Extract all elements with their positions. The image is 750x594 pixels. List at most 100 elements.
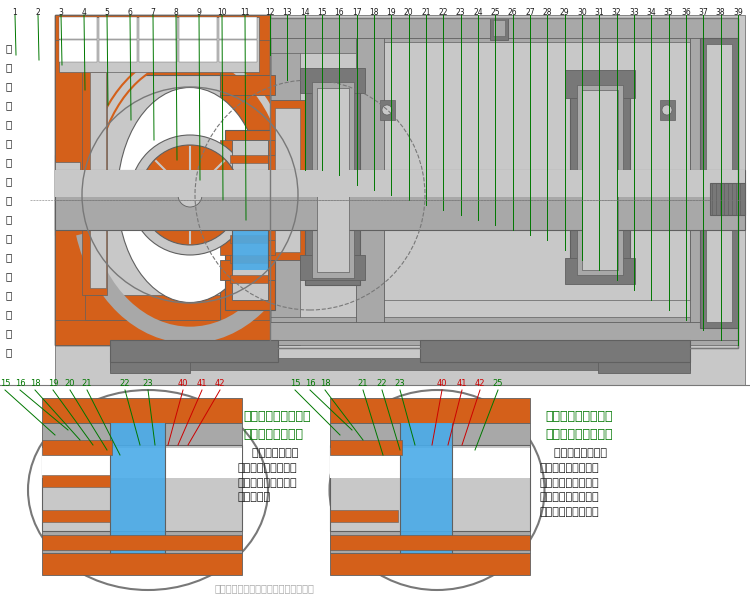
Text: 21: 21	[82, 379, 92, 388]
Text: 14: 14	[300, 8, 310, 17]
Text: 28: 28	[542, 8, 552, 17]
Text: 25: 25	[490, 8, 500, 17]
Text: 33: 33	[629, 8, 639, 17]
Bar	[220, 75, 275, 95]
Bar	[130, 15, 220, 75]
Bar	[82, 65, 107, 295]
Bar	[577, 85, 623, 275]
Bar	[493, 20, 505, 36]
Bar	[270, 25, 738, 53]
Text: 25: 25	[493, 379, 503, 388]
Bar	[55, 15, 270, 40]
Ellipse shape	[28, 390, 268, 590]
Bar	[275, 108, 300, 252]
Text: 40: 40	[178, 379, 188, 388]
Text: 16: 16	[334, 8, 344, 17]
Bar	[230, 275, 268, 283]
Text: 减: 减	[6, 62, 12, 72]
Circle shape	[178, 183, 202, 207]
Bar	[179, 17, 217, 39]
Text: 22: 22	[120, 379, 130, 388]
Text: 42: 42	[475, 379, 485, 388]
Text: 21: 21	[422, 8, 430, 17]
Text: 带减压副叶轮、带冷
却水的密封结构图: 带减压副叶轮、带冷 却水的密封结构图	[243, 410, 310, 441]
Text: 15: 15	[0, 379, 10, 388]
Bar	[232, 140, 268, 300]
Bar	[42, 448, 242, 478]
Bar	[270, 18, 738, 38]
Text: 压: 压	[6, 81, 12, 91]
Bar	[42, 440, 112, 455]
Text: 副: 副	[6, 100, 12, 110]
Bar	[80, 295, 220, 320]
Text: 叶: 叶	[6, 119, 12, 129]
Text: 19: 19	[48, 379, 58, 388]
Bar	[230, 195, 268, 203]
Bar	[42, 423, 242, 445]
Text: 18: 18	[320, 379, 330, 388]
Text: 适用于需要经常
开空车的工况，外接
冷却水可延长密封的
使用寿命。: 适用于需要经常 开空车的工况，外接 冷却水可延长密封的 使用寿命。	[238, 448, 298, 503]
Bar	[110, 358, 190, 373]
Text: 泵: 泵	[6, 290, 12, 300]
Bar	[110, 340, 278, 362]
Text: 3: 3	[58, 8, 64, 17]
Circle shape	[130, 135, 250, 255]
Text: 13: 13	[283, 8, 292, 17]
Bar	[330, 553, 530, 575]
Bar	[400, 423, 452, 553]
Bar	[490, 18, 508, 40]
Bar	[110, 358, 690, 370]
Bar	[59, 40, 97, 62]
Text: 30: 30	[578, 8, 586, 17]
Text: 23: 23	[456, 8, 466, 17]
Bar	[55, 15, 85, 345]
Bar	[139, 17, 177, 39]
Bar	[330, 510, 398, 522]
Bar	[55, 15, 745, 385]
Text: 41: 41	[457, 379, 467, 388]
Text: 18: 18	[369, 8, 379, 17]
Text: 29: 29	[560, 8, 569, 17]
Text: 26: 26	[508, 8, 518, 17]
Bar	[356, 25, 384, 325]
Text: 适用于出口压力低
或需经常开空车的工
况，密封部位无需减
压，外接冷却水可延
长密封的使用寿命。: 适用于出口压力低 或需经常开空车的工 况，密封部位无需减 压，外接冷却水可延 长…	[540, 448, 607, 517]
Text: 23: 23	[142, 379, 153, 388]
Bar	[80, 40, 220, 65]
Text: 41: 41	[196, 379, 207, 388]
Bar	[300, 68, 365, 93]
Bar	[312, 82, 354, 278]
Bar	[139, 40, 177, 62]
Text: 1: 1	[13, 8, 17, 17]
Bar	[270, 18, 738, 348]
Text: 6: 6	[128, 8, 133, 17]
Bar	[42, 445, 242, 531]
Bar	[42, 398, 242, 423]
Bar	[55, 15, 270, 345]
Bar	[330, 445, 530, 531]
Text: 40: 40	[436, 379, 447, 388]
Text: 的: 的	[6, 271, 12, 281]
Text: 12: 12	[266, 8, 274, 17]
Bar	[317, 88, 349, 272]
Ellipse shape	[118, 87, 262, 302]
Bar	[219, 17, 257, 39]
Bar	[80, 40, 220, 320]
Text: 22: 22	[439, 8, 448, 17]
Bar	[270, 18, 738, 348]
Bar	[330, 535, 530, 550]
Text: 21: 21	[358, 379, 368, 388]
Text: 16: 16	[15, 379, 26, 388]
Text: 却: 却	[6, 233, 12, 243]
Text: 20: 20	[64, 379, 75, 388]
Text: 8: 8	[173, 8, 178, 17]
Bar	[99, 40, 137, 62]
Text: 36: 36	[681, 8, 691, 17]
Bar	[55, 155, 85, 235]
Text: 27: 27	[525, 8, 535, 17]
Bar	[42, 531, 242, 553]
Bar	[219, 40, 257, 62]
Text: 11: 11	[240, 8, 250, 17]
Bar	[570, 78, 630, 282]
Bar	[230, 255, 268, 263]
Text: 34: 34	[646, 8, 656, 17]
